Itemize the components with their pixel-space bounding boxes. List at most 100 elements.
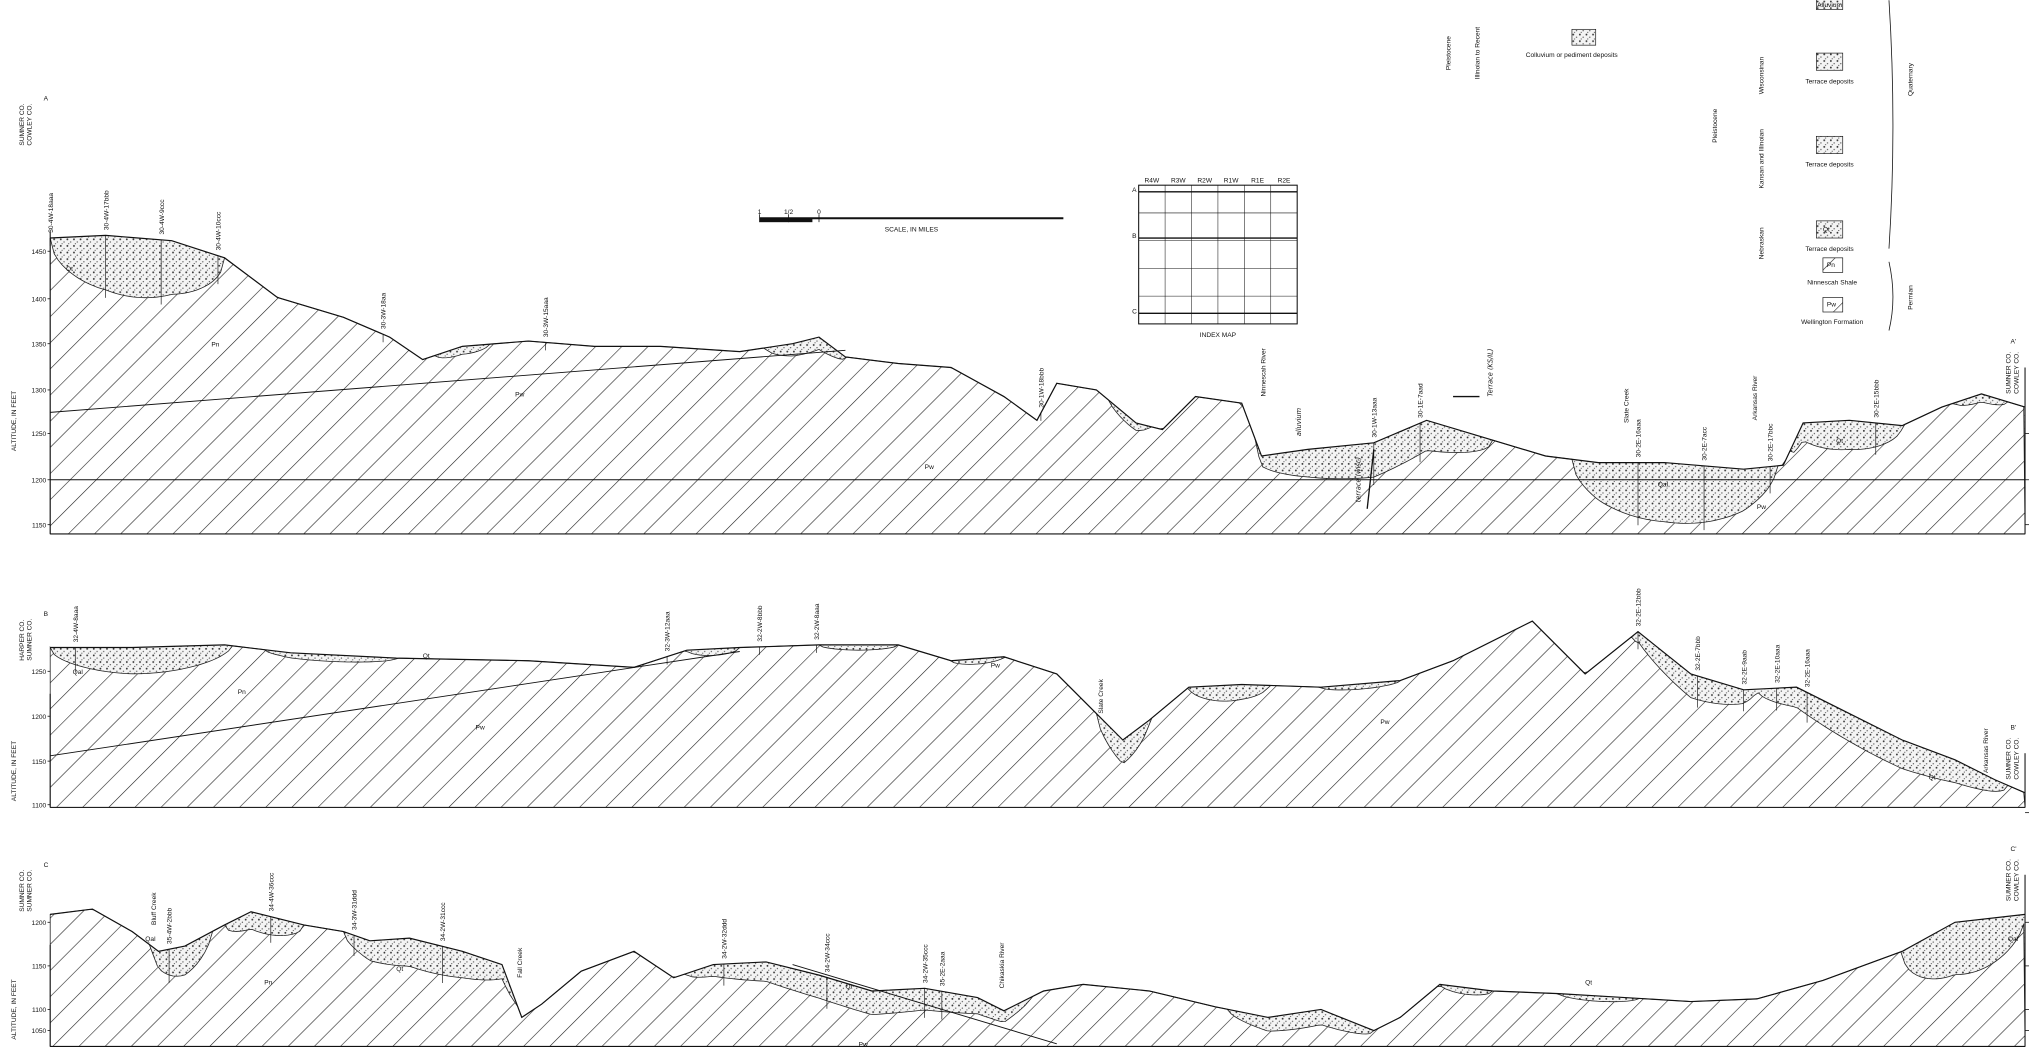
- section-label: B: [44, 611, 49, 618]
- section-label-end: A': [2011, 339, 2017, 346]
- unit-label: Pw: [1757, 504, 1766, 511]
- map-title: INDEX MAP: [1200, 332, 1237, 339]
- unit-label: Qt: [845, 983, 852, 990]
- unit-label: Pw: [476, 724, 485, 731]
- tick-label: 1450: [32, 249, 47, 256]
- unit-label: Qal: [1658, 481, 1669, 488]
- axis-title: ALTITUDE, IN FEET: [11, 979, 18, 1039]
- unit-label: Pw: [515, 392, 524, 399]
- well-label: 32-2W-8bbb: [757, 605, 764, 641]
- bedrock-hatch: [50, 621, 2025, 807]
- stream-label: Arkansas River: [1983, 728, 1990, 774]
- well-label: 32-3W-12aaa: [665, 611, 672, 651]
- handwritten-note: alluvium: [1295, 408, 1303, 436]
- unit-label: Qt: [1585, 979, 1592, 986]
- well-label: 34-2W-32ddd: [722, 919, 729, 959]
- unit-label: Qal: [73, 669, 84, 676]
- unit-label: Pn: [264, 979, 272, 986]
- stream-label: Fall Creek: [517, 947, 524, 978]
- tick-label: 1100: [32, 802, 47, 809]
- well-label: 30-2E-7acc: [1702, 426, 1709, 460]
- well-label: 30-1W-18bbb: [1039, 367, 1046, 407]
- legend-system: Permian: [1908, 285, 1915, 310]
- map-row: A: [1132, 187, 1137, 194]
- legend-text: Wellington Formation: [1801, 319, 1864, 326]
- map-row: C: [1132, 308, 1137, 315]
- scale-title: SCALE, IN MILES: [885, 226, 939, 233]
- map-column: R1W: [1224, 178, 1239, 185]
- well-label: 30-3W-15aaa: [543, 297, 550, 337]
- well-label: 34-2W-35ccc: [922, 944, 929, 983]
- handwritten-note: terrace (wisc): [1355, 457, 1363, 502]
- unit-label: Pw: [859, 1041, 868, 1048]
- county-label: SUMNER CO.: [2006, 737, 2013, 779]
- well-label: 30-4W-10ccc: [216, 211, 223, 250]
- county-label: SUMNER CO.: [2006, 859, 2013, 901]
- legend-text: Terrace deposits: [1805, 246, 1854, 253]
- legend-text: Terrace deposits: [1805, 78, 1854, 85]
- map-column: R4W: [1145, 178, 1160, 185]
- well-label: 35-2E-2aaa: [939, 951, 946, 986]
- map-column: R2E: [1278, 178, 1291, 185]
- well-label: 30-4W-17bbb: [103, 190, 110, 230]
- unit-label: Qt: [396, 966, 403, 973]
- tick-label: 1300: [32, 388, 47, 395]
- legend-text: Terrace deposits: [1805, 162, 1854, 169]
- legend-text: Colluvium or pediment deposits: [1526, 52, 1619, 59]
- map-column: R1E: [1251, 178, 1264, 185]
- legend-series: Pleistocene: [1712, 108, 1719, 142]
- map-column: R3W: [1171, 178, 1186, 185]
- legend-swatch: [1572, 29, 1596, 45]
- stream-label: Slate Creek: [1098, 678, 1105, 713]
- unit-label: Pw: [925, 464, 934, 471]
- county-label: SUMNER CO.: [27, 618, 34, 660]
- legend-brace: [1889, 0, 1893, 330]
- legend-swatch: [1816, 53, 1842, 70]
- map-column: R2W: [1197, 178, 1212, 185]
- well-label: 30-1W-13aaa: [1371, 397, 1378, 437]
- legend-code: Pw: [1827, 302, 1836, 309]
- well-label: 32-2W-8aaa: [814, 603, 821, 639]
- well-label: 34-3W-31ddd: [352, 890, 359, 930]
- county-label: SUMNER CO.: [2006, 352, 2013, 394]
- legend-text: Ninnescah Shale: [1807, 279, 1857, 286]
- handwritten-note: Terrace (KS/IL): [1487, 349, 1495, 397]
- legend-swatch: [1816, 136, 1842, 153]
- section-label-end: C': [2011, 846, 2017, 853]
- well-label: 32-2E-12bbb: [1636, 588, 1643, 626]
- stream-label: Ninnescah River: [1260, 347, 1267, 396]
- stream-label: Arkansas River: [1752, 375, 1759, 421]
- well-label: 32-2E-16aaa: [1805, 649, 1812, 687]
- well-label: 30-4W-9ccc: [159, 199, 166, 235]
- county-label: COWLEY CO.: [2013, 859, 2020, 901]
- unit-label: Qal: [2008, 936, 2019, 943]
- section-label-end: B': [2011, 724, 2017, 731]
- tick-label: 1200: [32, 477, 47, 484]
- legend-stage: Nebraskan: [1758, 227, 1765, 259]
- county-label: SUMNER CO.: [27, 869, 34, 911]
- well-label: 32-4W-8aaa: [73, 606, 80, 642]
- tick-label: 1150: [32, 759, 47, 766]
- unit-label: Pn: [211, 341, 219, 348]
- unit-label: Qt: [1929, 775, 1936, 782]
- section-label: A: [44, 96, 49, 103]
- tick-label: 1200: [32, 920, 47, 927]
- drawing: AA'ALTITUDE, IN FEET14501400135013001250…: [11, 0, 2029, 1048]
- county-label: SUMNER CO.: [19, 869, 26, 911]
- unit-label: Qt: [1836, 438, 1843, 445]
- county-label: COWLEY CO.: [2013, 352, 2020, 394]
- legend-text: Alluvium: [1817, 2, 1842, 9]
- stream-label: Chikaskia River: [999, 942, 1006, 989]
- legend-system: Quaternary: [1908, 62, 1915, 96]
- well-label: 34-2W-31ccc: [440, 902, 447, 941]
- tick-label: 1200: [32, 714, 47, 721]
- well-label: 30-2E-17bbc: [1768, 423, 1775, 461]
- axis-title: ALTITUDE, IN FEET: [11, 391, 18, 451]
- legend-stage: Kansan and Illinoian: [1758, 129, 1765, 189]
- unit-label: Pn: [238, 689, 246, 696]
- unit-label: Qt: [66, 266, 73, 273]
- well-label: 32-2E-10aaa: [1774, 644, 1781, 682]
- county-label: SUMNER CO.: [19, 103, 26, 145]
- tick-label: 1350: [32, 341, 47, 348]
- tick-label: 1150: [32, 522, 47, 529]
